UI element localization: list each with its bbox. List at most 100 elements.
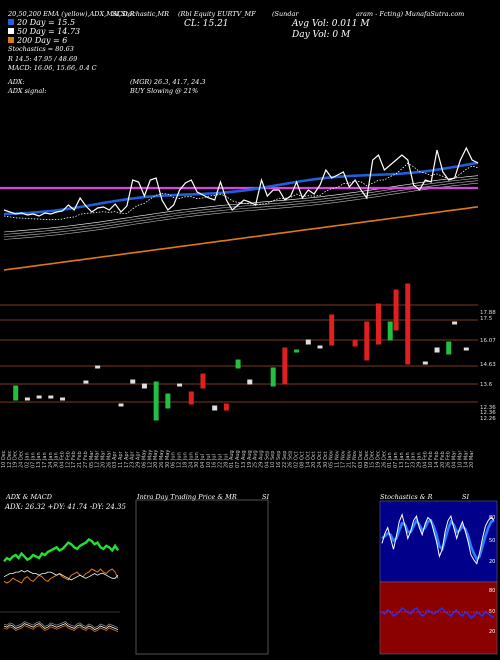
rsi-tick: 80 bbox=[489, 588, 495, 594]
date-label: 02 Oct bbox=[294, 451, 300, 468]
candle-7 bbox=[118, 403, 124, 407]
date-label: 19 Dec bbox=[376, 450, 382, 468]
date-label: 05 Nov bbox=[329, 450, 335, 468]
date-label: 04 Mar bbox=[452, 450, 458, 468]
candle-9 bbox=[141, 383, 147, 389]
date-label: 14 Mar bbox=[463, 450, 469, 468]
legend-item-1: 50 Day = 14.73 bbox=[8, 27, 80, 36]
intra-panel-frame bbox=[135, 499, 269, 655]
price-tick: 17.5 bbox=[480, 316, 493, 322]
price-tick: 12.36 bbox=[480, 405, 496, 411]
candle-8 bbox=[130, 379, 136, 384]
adx-readout: ADX: 26.32 +DY: 41.74 -DY: 24.35 bbox=[5, 503, 126, 511]
header-indicators-2: SI,Stochastic,MR bbox=[112, 10, 170, 18]
date-label: 10 Feb bbox=[428, 451, 434, 468]
date-label: 12 Mar bbox=[95, 450, 101, 468]
rsi-line bbox=[381, 606, 495, 620]
date-label: 17 Apr bbox=[124, 450, 130, 468]
date-label: 26 Sep bbox=[288, 451, 294, 468]
ma50-band-0 bbox=[3, 175, 479, 233]
date-label: 23 Apr bbox=[130, 450, 136, 468]
ma200-line bbox=[3, 206, 479, 271]
price-tick: 16.07 bbox=[480, 338, 496, 344]
date-label: 19 Aug bbox=[247, 450, 253, 468]
date-label: 17 Feb bbox=[71, 451, 77, 468]
adx-signal-label: ADX signal: bbox=[8, 87, 47, 95]
price-tick: 12.26 bbox=[480, 416, 496, 422]
price-tick: 14.63 bbox=[480, 362, 496, 368]
date-label: 14 Feb bbox=[434, 451, 440, 468]
candle-22 bbox=[305, 339, 311, 345]
candle-3 bbox=[48, 395, 54, 399]
date-label: 30 May bbox=[165, 450, 171, 468]
candle-20 bbox=[282, 347, 288, 385]
candle-2 bbox=[36, 395, 42, 399]
legend-label: 20 Day = 15.5 bbox=[17, 18, 76, 27]
candle-35 bbox=[463, 347, 469, 351]
date-label: 04 Feb bbox=[422, 451, 428, 468]
date-label: 12 Jun bbox=[177, 452, 183, 468]
pdi-line bbox=[3, 538, 120, 563]
candle-21 bbox=[294, 349, 300, 353]
ma50-band-2 bbox=[3, 180, 479, 238]
candle-14 bbox=[200, 373, 206, 389]
legend-swatch bbox=[8, 19, 14, 25]
date-label: 03 Apr bbox=[112, 450, 118, 468]
candle-28 bbox=[387, 321, 393, 341]
price-tick: 13.6 bbox=[480, 382, 493, 388]
candle-24 bbox=[329, 314, 335, 346]
date-label: 24 Jan bbox=[48, 452, 54, 468]
candle-33 bbox=[446, 341, 452, 355]
price-tick: 17.88 bbox=[480, 310, 496, 316]
date-label: 05 Mar bbox=[89, 450, 95, 468]
date-label: 15 Dec bbox=[370, 450, 376, 468]
date-label: 20 Feb bbox=[440, 451, 446, 468]
date-label: 17 Nov bbox=[340, 450, 346, 468]
buy-signal: BUY Slowing @ 21% bbox=[130, 87, 199, 95]
adx-panel-title: ADX & MACD bbox=[6, 493, 52, 501]
rsi-tick: 20 bbox=[489, 629, 495, 635]
mdi-line bbox=[3, 568, 119, 584]
candle-26 bbox=[364, 321, 370, 361]
candle-6 bbox=[95, 365, 101, 369]
date-label: 21 Nov bbox=[346, 450, 352, 468]
date-label: 30 Jan bbox=[54, 452, 60, 468]
date-label: 18 Jun bbox=[182, 452, 188, 468]
candle-4 bbox=[60, 397, 66, 401]
date-label: 13 Aug bbox=[241, 450, 247, 468]
date-label: 10 Mar bbox=[457, 450, 463, 468]
stoch-tick: 50 bbox=[489, 538, 495, 544]
date-label: 10 Jul bbox=[206, 454, 212, 468]
day-volume: Day Vol: 0 M bbox=[292, 30, 351, 40]
date-label: 16 Sep bbox=[276, 451, 282, 468]
candle-15 bbox=[212, 405, 218, 411]
adx-line bbox=[3, 570, 119, 581]
date-label: 20 Oct bbox=[311, 451, 317, 468]
date-label: 06 May bbox=[141, 450, 147, 468]
date-label: 24 Jun bbox=[188, 452, 194, 468]
date-label: 23 Jan bbox=[411, 452, 417, 468]
date-label: 25 Aug bbox=[253, 450, 259, 468]
candle-30 bbox=[405, 283, 411, 365]
candle-23 bbox=[317, 345, 323, 349]
macd-line bbox=[3, 623, 119, 631]
date-label: 07 Aug bbox=[235, 450, 241, 468]
date-label: 22 Sep bbox=[282, 451, 288, 468]
candle-13 bbox=[188, 391, 194, 405]
date-label: 21 Feb bbox=[77, 451, 83, 468]
date-label: 26 Dec bbox=[381, 450, 387, 468]
date-label: 24 Oct bbox=[317, 451, 323, 468]
macd-signal-line bbox=[3, 625, 119, 633]
candle-27 bbox=[376, 303, 382, 345]
date-label: 20 Mar bbox=[469, 450, 475, 468]
date-label: 11 Nov bbox=[335, 450, 341, 468]
close-price: CL: 15.21 bbox=[184, 19, 229, 29]
date-label: 17 Jan bbox=[42, 452, 48, 468]
candle-17 bbox=[235, 359, 241, 369]
date-label: 29 Apr bbox=[136, 450, 142, 468]
rsi-panel-bg bbox=[379, 581, 498, 655]
candle-32 bbox=[434, 347, 440, 353]
date-label: 08 Oct bbox=[299, 451, 305, 468]
candle-31 bbox=[422, 361, 428, 365]
